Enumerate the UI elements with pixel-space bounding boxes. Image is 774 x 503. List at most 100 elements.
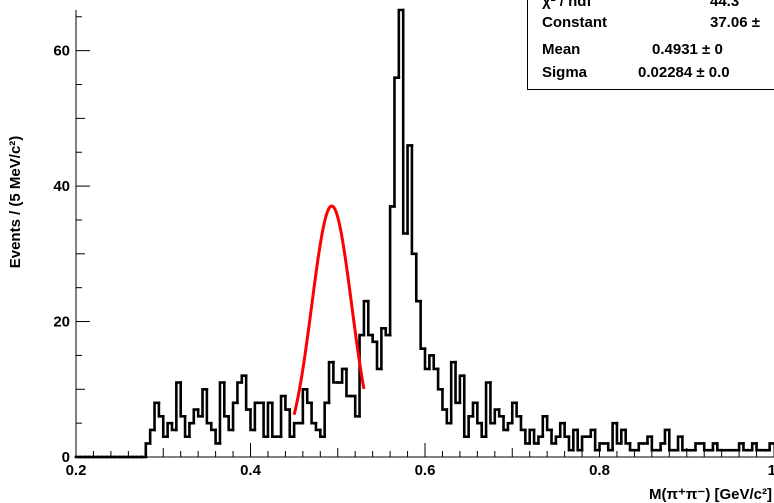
histogram-bin <box>563 421 571 438</box>
histogram-bin <box>637 442 645 452</box>
histogram-bin <box>284 394 292 411</box>
histogram-bin <box>166 421 174 438</box>
histogram-bin <box>515 401 523 418</box>
histogram-bin <box>170 421 178 432</box>
x-axis-title: M(π⁺π⁻) [GeV/c²] <box>649 486 772 503</box>
histogram-bin <box>659 442 667 452</box>
histogram-bin <box>663 428 671 445</box>
stats-key-chi2: χ² / ndf <box>542 0 592 10</box>
histogram-bin <box>519 415 527 432</box>
histogram-bin <box>209 421 217 432</box>
stats-key-mean: Mean <box>542 41 581 58</box>
histogram-bin <box>419 299 427 350</box>
histogram-bin <box>541 415 549 438</box>
histogram-bin <box>567 435 575 452</box>
histogram-bin <box>332 360 340 384</box>
histogram-bin <box>253 401 261 432</box>
histogram-bin <box>148 428 156 445</box>
y-tick-label: 40 <box>53 178 70 195</box>
histogram-bin <box>231 401 239 432</box>
histogram-bin <box>702 442 710 452</box>
histogram-bin <box>157 401 165 418</box>
histogram-bin <box>179 381 187 418</box>
x-tick-label: 0.8 <box>589 462 610 479</box>
histogram-bin <box>345 367 353 398</box>
histogram-bin <box>236 381 244 405</box>
histogram-bin <box>406 144 414 235</box>
histogram-bin <box>558 421 566 438</box>
histogram-bin <box>319 428 326 438</box>
stats-value-mean: 0.4931 ± 0 <box>652 41 723 58</box>
histogram-bin <box>161 415 169 438</box>
x-tick-label: 0.6 <box>415 462 436 479</box>
histogram-bin <box>681 435 689 452</box>
stats-key-constant: Constant <box>542 14 607 31</box>
histogram-bin <box>606 442 614 452</box>
histogram-bin <box>192 408 200 425</box>
histogram-bin <box>175 381 182 432</box>
histogram-bin <box>423 347 431 371</box>
histogram-bin <box>227 415 235 432</box>
histogram-bin <box>301 387 309 425</box>
histogram-bin <box>393 76 401 208</box>
histogram-bin <box>676 435 684 452</box>
histogram-bin <box>410 144 418 256</box>
histogram-bin <box>449 360 457 425</box>
histogram-bin <box>401 8 409 235</box>
x-tick-label: 0.2 <box>66 462 87 479</box>
histogram-bin <box>545 415 553 432</box>
histogram-bin <box>454 360 462 405</box>
histogram-bin <box>397 8 405 80</box>
stats-value-sigma: 0.02284 ± 0.0 <box>638 64 730 81</box>
histogram-bin <box>755 442 763 452</box>
histogram-bin <box>467 415 475 438</box>
histogram-bin <box>650 435 658 452</box>
histogram-bin <box>375 340 383 371</box>
histogram-bin <box>742 442 750 452</box>
histogram-bin <box>620 428 627 445</box>
histogram-bin <box>223 381 230 418</box>
histogram-bin <box>715 442 723 452</box>
stats-value-chi2: 44.3 <box>710 0 740 10</box>
histogram-bin <box>441 387 449 411</box>
histogram-bin <box>249 408 257 432</box>
histogram-bin <box>489 381 497 425</box>
stats-row-mean: Mean 0.4931 ± 0 <box>528 41 774 61</box>
histogram-bin <box>471 401 479 418</box>
histogram-bin <box>279 394 287 438</box>
histogram-bin <box>506 421 514 432</box>
histogram-bin <box>358 333 366 418</box>
histogram-bin <box>532 428 540 445</box>
histogram-bin <box>362 299 370 337</box>
x-tick-label: 0.4 <box>240 462 262 479</box>
stats-value-constant: 37.06 ± <box>710 14 760 31</box>
stats-row-constant: Constant 37.06 ± <box>528 14 774 34</box>
histogram-bin <box>484 381 492 438</box>
histogram-bin <box>262 401 270 438</box>
histogram-bin <box>524 428 531 445</box>
stats-box: χ² / ndf 44.3 Constant 37.06 ± Mean 0.49… <box>527 0 774 90</box>
histogram-bin <box>432 354 440 371</box>
histogram-bin <box>554 435 562 445</box>
histogram-bin <box>327 360 335 405</box>
histogram-bin <box>428 354 436 371</box>
histogram-bin <box>183 415 191 438</box>
histogram-bin <box>353 394 361 418</box>
histogram-bin <box>462 374 470 438</box>
histogram-bin <box>436 367 444 391</box>
y-tick-label: 60 <box>53 43 70 60</box>
histogram-bin <box>153 401 161 432</box>
stats-row-chi2: χ² / ndf 44.3 <box>528 0 774 13</box>
histogram-bin <box>380 327 388 371</box>
histogram-bin <box>458 374 466 405</box>
histogram-bin <box>288 408 296 438</box>
histogram-bin <box>611 421 619 452</box>
histogram-bin <box>476 401 484 425</box>
histogram-bin <box>580 435 588 452</box>
histogram-bin <box>384 327 392 337</box>
x-tick-label: 1 <box>768 462 774 479</box>
histogram-bin <box>737 442 745 452</box>
histogram-bin <box>388 205 396 337</box>
y-axis-title: Events / (5 MeV/c²) <box>7 136 24 269</box>
